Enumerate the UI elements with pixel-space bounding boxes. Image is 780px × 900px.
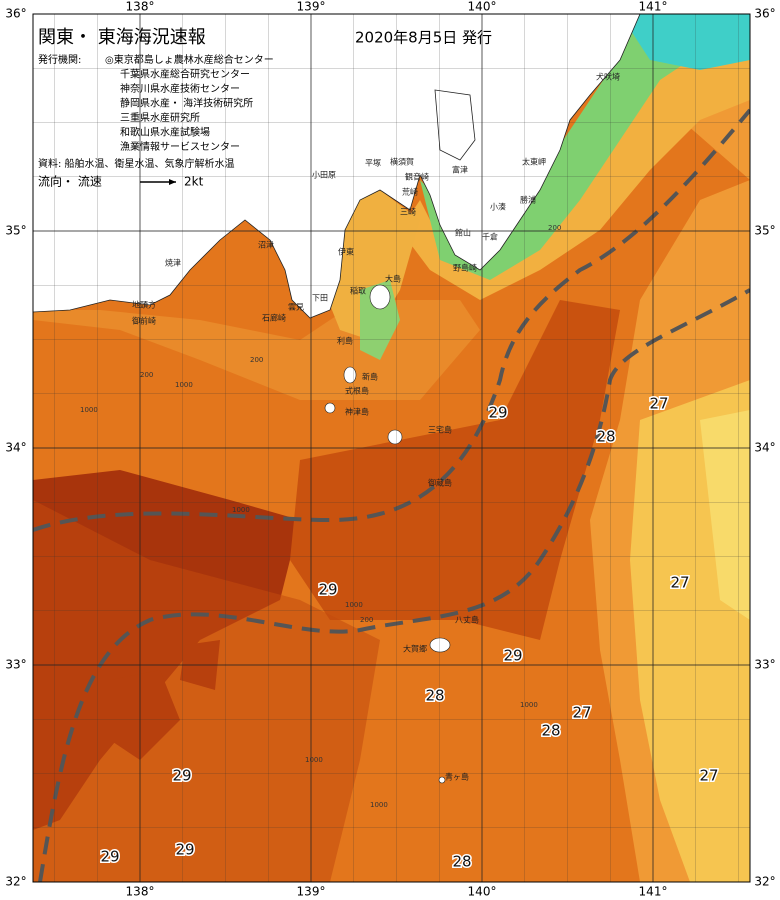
- place-name: 稲取: [350, 286, 366, 296]
- temperature-field: [33, 14, 750, 882]
- isotherm-label: 29: [175, 841, 194, 859]
- contour-label: 1000: [370, 801, 388, 809]
- issuer: 三重県水産研究所: [120, 111, 200, 124]
- issuer: 和歌山県水産試験場: [120, 126, 210, 139]
- isotherm-label: 29: [318, 581, 337, 599]
- contour-label: 1000: [305, 756, 323, 764]
- lon-label-bottom: 138°: [126, 885, 155, 899]
- place-name: 荒崎: [402, 187, 418, 197]
- legend-speed: 2kt: [184, 175, 204, 189]
- issuer: 漁業情報サービスセンター: [120, 140, 240, 153]
- contour-label: 1000: [232, 506, 250, 514]
- lat-label-left: 32°: [5, 875, 26, 889]
- lat-label-left: 33°: [5, 658, 26, 672]
- lat-label-right: 34°: [754, 441, 775, 455]
- place-name: 平塚: [365, 159, 381, 168]
- place-name: 雲見: [288, 303, 304, 312]
- place-name: 館山: [455, 228, 471, 238]
- lat-label-left: 35°: [5, 224, 26, 238]
- place-name: 富津: [452, 165, 468, 175]
- contour-label: 200: [250, 356, 263, 364]
- isotherm-label: 27: [670, 574, 689, 592]
- isotherm-label: 28: [541, 722, 560, 740]
- place-name: 地頭方: [132, 300, 156, 310]
- place-name: 八丈島: [455, 615, 479, 625]
- place-name: 伊東: [338, 247, 354, 257]
- place-name: 神津島: [345, 407, 369, 417]
- isotherm-label: 28: [596, 428, 615, 446]
- place-name: 三宅島: [428, 425, 452, 435]
- lat-label-right: 35°: [754, 224, 775, 238]
- place-name: 焼津: [165, 258, 181, 268]
- lon-label-bottom: 139°: [297, 885, 326, 899]
- contour-label: 200: [140, 371, 153, 379]
- lon-label-bottom: 140°: [468, 885, 497, 899]
- isotherm-label: 27: [572, 704, 591, 722]
- issuer: 千葉県水産総合研究センター: [120, 68, 250, 81]
- contour-label: 1000: [345, 601, 363, 609]
- place-name: 三崎: [400, 207, 416, 217]
- isotherm-label: 29: [488, 404, 507, 422]
- contour-label: 1000: [175, 381, 193, 389]
- place-name: 観音崎: [405, 172, 429, 182]
- lat-label-right: 32°: [754, 875, 775, 889]
- place-name: 大賀郷: [403, 644, 427, 654]
- place-name: 石廊崎: [262, 313, 286, 323]
- map-frame: [32, 13, 751, 883]
- place-name: 犬吠埼: [596, 72, 620, 82]
- place-name: 小田原: [312, 171, 336, 180]
- isotherm-label: 27: [649, 395, 668, 413]
- place-name: 大島: [385, 274, 401, 284]
- place-name: 太東岬: [522, 157, 546, 167]
- place-name: 下田: [312, 294, 328, 303]
- legend-label: 流向・ 流速: [38, 174, 102, 189]
- place-name: 御蔵島: [428, 478, 452, 488]
- lon-label-top: 139°: [297, 0, 326, 14]
- isotherm-label: 27: [699, 767, 718, 785]
- place-name: 利島: [337, 336, 353, 346]
- place-name: 小湊: [490, 202, 506, 212]
- lon-label-top: 138°: [126, 0, 155, 14]
- isotherm-label: 29: [172, 767, 191, 785]
- issuer: 静岡県水産・ 海洋技術研究所: [120, 97, 253, 110]
- place-name: 沼津: [258, 240, 274, 250]
- place-name: 横須賀: [390, 157, 414, 167]
- title: 関東・ 東海海況速報: [38, 27, 206, 48]
- isotherm-label: 29: [100, 848, 119, 866]
- issuer: 神奈川県水産技術センター: [120, 82, 240, 95]
- issuers-label: 発行機関:: [38, 53, 81, 66]
- isotherm-label: 28: [452, 853, 471, 871]
- contour-label: 1000: [520, 701, 538, 709]
- legend-arrow-head: [169, 179, 176, 185]
- place-name: 新島: [362, 372, 378, 382]
- lat-label-right: 33°: [754, 658, 775, 672]
- place-name: 式根島: [345, 386, 369, 396]
- lat-label-right: 36°: [754, 7, 775, 21]
- lon-label-top: 140°: [468, 0, 497, 14]
- place-name: 御前崎: [132, 316, 156, 326]
- place-name: 勝浦: [520, 195, 536, 205]
- lon-label-bottom: 141°: [639, 885, 668, 899]
- place-name: 千倉: [482, 232, 498, 242]
- lat-label-left: 36°: [5, 7, 26, 21]
- place-name: 青ヶ島: [445, 772, 469, 782]
- isotherm-label: 28: [425, 687, 444, 705]
- contour-label: 200: [548, 224, 561, 232]
- source: 資料: 船舶水温、衛星水温、気象庁解析水温: [38, 157, 235, 170]
- issue-date: 2020年8月5日 発行: [355, 29, 492, 47]
- lon-label-top: 141°: [639, 0, 668, 14]
- place-name: 野島崎: [453, 263, 477, 273]
- isotherm-label: 29: [503, 647, 522, 665]
- lat-label-left: 34°: [5, 441, 26, 455]
- issuer: ◎東京都島しょ農林水産総合センター: [105, 53, 274, 66]
- contour-label: 1000: [80, 406, 98, 414]
- contour-label: 200: [360, 616, 373, 624]
